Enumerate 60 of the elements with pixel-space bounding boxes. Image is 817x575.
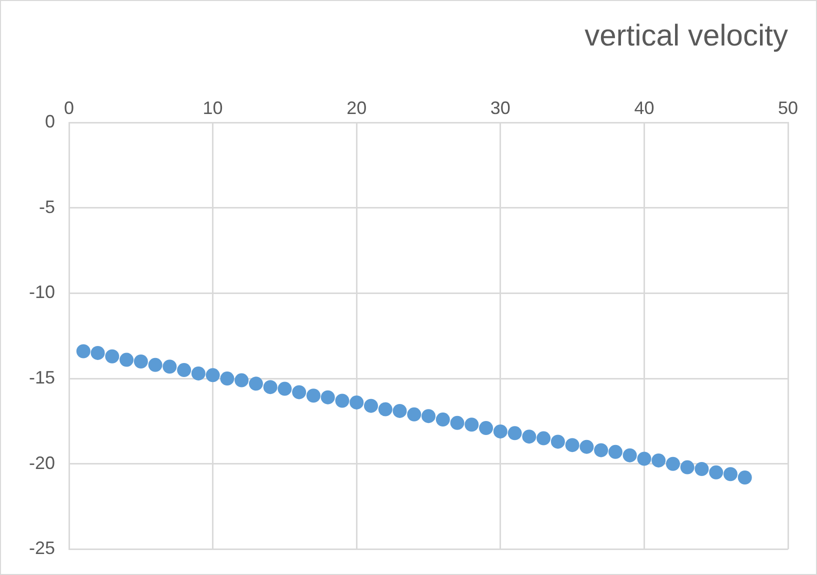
- y-tick-label: -25: [29, 538, 56, 558]
- point: [248, 376, 263, 391]
- point: [162, 360, 177, 374]
- point: [90, 346, 105, 360]
- point: [148, 358, 162, 372]
- point: [407, 407, 422, 422]
- point: [608, 444, 622, 459]
- point: [105, 349, 120, 364]
- point: [392, 404, 407, 418]
- point: [565, 438, 580, 452]
- x-tick-label: 20: [346, 98, 367, 118]
- point: [536, 431, 551, 446]
- point: [292, 385, 306, 400]
- point: [622, 448, 637, 462]
- x-tick-label: 30: [490, 98, 510, 118]
- point: [637, 452, 652, 466]
- x-tick-label: 10: [202, 98, 223, 118]
- point: [723, 467, 738, 482]
- point: [464, 418, 479, 432]
- point: [306, 388, 320, 403]
- point: [580, 440, 594, 454]
- y-tick-label: -20: [29, 452, 56, 473]
- point: [680, 460, 694, 474]
- point: [320, 390, 335, 404]
- y-tick-label: -15: [29, 368, 56, 388]
- point: [550, 434, 565, 449]
- point: [76, 344, 90, 358]
- point: [206, 368, 220, 382]
- point: [422, 409, 436, 424]
- y-tick-label: -5: [39, 196, 56, 217]
- y-tick-label: 0: [45, 112, 56, 132]
- point: [350, 395, 364, 410]
- point: [364, 398, 378, 413]
- point: [378, 402, 392, 416]
- x-tick-label: 40: [634, 98, 654, 118]
- x-tick-label: 50: [778, 98, 798, 118]
- point: [120, 352, 134, 367]
- point: [335, 394, 350, 408]
- point: [177, 363, 192, 378]
- point: [493, 424, 508, 438]
- point: [436, 412, 450, 427]
- point: [738, 470, 752, 485]
- point: [522, 430, 536, 444]
- point: [594, 443, 608, 458]
- point: [694, 462, 709, 476]
- point: [191, 366, 206, 380]
- point: [652, 453, 666, 468]
- point: [134, 354, 148, 368]
- point: [263, 380, 278, 394]
- point: [479, 421, 494, 436]
- point: [234, 373, 249, 388]
- chart-title: vertical velocity: [584, 19, 788, 52]
- point: [220, 372, 234, 386]
- point: [508, 426, 522, 440]
- point: [709, 465, 724, 480]
- point: [278, 382, 292, 396]
- x-tick-label: 0: [64, 98, 74, 118]
- point: [666, 456, 680, 471]
- point: [450, 416, 464, 430]
- y-tick-label: -10: [29, 282, 56, 302]
